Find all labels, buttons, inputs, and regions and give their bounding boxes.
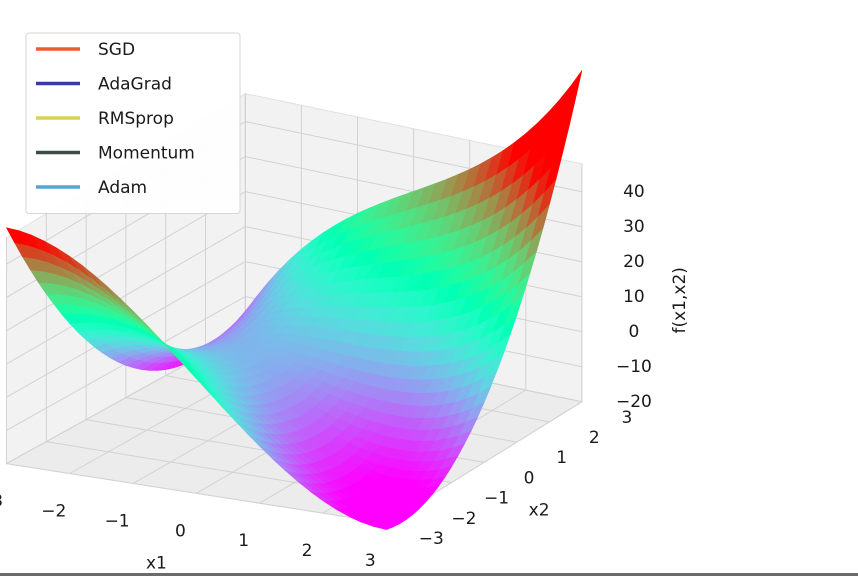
surface-plot xyxy=(5,70,583,530)
surface-patch xyxy=(372,524,394,530)
x2-tick-label: 3 xyxy=(621,408,632,428)
x1-tick-label: 1 xyxy=(238,531,249,551)
x1-tick-label: 2 xyxy=(302,541,313,561)
legend-frame xyxy=(25,32,241,214)
legend-label-adam: Adam xyxy=(98,178,147,198)
legend-label-adagrad: AdaGrad xyxy=(98,75,172,95)
z-tick-label: 40 xyxy=(623,182,645,202)
x1-tick-label: 0 xyxy=(175,521,186,541)
floor-gridline-x2 xyxy=(6,463,387,524)
window-bottom-border xyxy=(0,573,858,576)
x2-tick-label: −1 xyxy=(484,489,509,509)
x2-tick-label: 2 xyxy=(589,428,600,448)
z-tick-label: 30 xyxy=(623,217,645,237)
legend-label-sgd: SGD xyxy=(98,40,135,60)
x2-axis-label: x2 xyxy=(529,500,550,520)
z-tick-label: 10 xyxy=(623,287,645,307)
z-tick-label: 20 xyxy=(623,252,645,272)
z-tick-label: −20 xyxy=(616,392,652,412)
x2-tick-label: −2 xyxy=(451,509,476,529)
left-gridline-z xyxy=(6,226,246,365)
x1-tick-label: −2 xyxy=(41,502,66,522)
x2-tick-label: −3 xyxy=(419,529,444,549)
legend-label-momentum: Momentum xyxy=(98,144,195,164)
x1-tick-label: −1 xyxy=(105,511,130,531)
x1-tick-label: −3 xyxy=(0,492,3,512)
z-axis-label: f(x1,x2) xyxy=(670,267,690,333)
x2-tick-label: 0 xyxy=(524,468,535,488)
legend-label-rmsprop: RMSprop xyxy=(98,109,174,129)
z-tick-label: 0 xyxy=(628,322,639,342)
x1-tick-label: 3 xyxy=(365,551,376,571)
legend: SGD AdaGrad RMSprop Momentum Adam xyxy=(25,32,241,214)
axis-ticks: −3−2−10123−3−2−10123−20−10010203040x1x2f… xyxy=(0,182,690,573)
left-gridline-z xyxy=(6,191,246,332)
z-tick-label: −10 xyxy=(616,357,652,377)
x2-tick-label: 1 xyxy=(556,448,567,468)
x1-axis-label: x1 xyxy=(146,553,167,573)
